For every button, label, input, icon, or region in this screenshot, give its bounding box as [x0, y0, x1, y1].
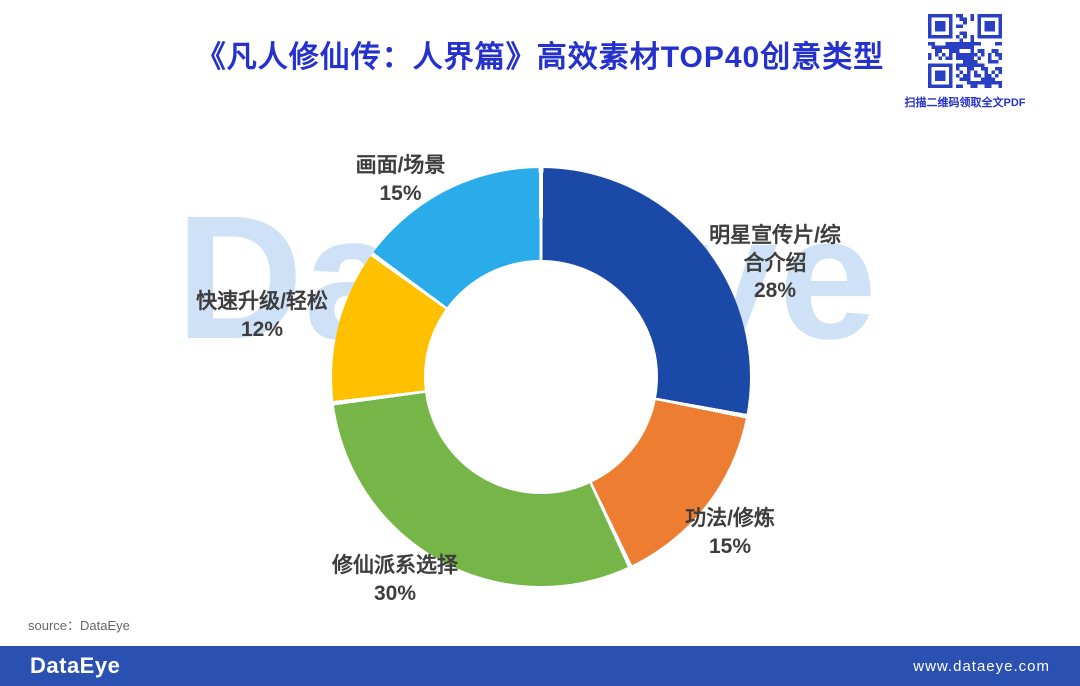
- footer: DataEye www.dataeye.com: [0, 646, 1080, 686]
- donut-hole: [424, 260, 658, 494]
- slice-percent: 30%: [373, 581, 417, 605]
- slice-percent: 15%: [708, 534, 752, 558]
- slice-name: 功法/修炼: [685, 507, 775, 530]
- slice-name: 修仙派系选择: [332, 554, 458, 577]
- slice-percent: 12%: [240, 317, 284, 341]
- qr-code-icon: [928, 14, 1002, 88]
- slice-label-fast-level: 快速升级/轻松 12%: [172, 288, 352, 343]
- slice-label-faction-choice: 修仙派系选择 30%: [310, 552, 480, 607]
- slice-name: 明星宣传片/综合介绍: [709, 224, 841, 275]
- slice-name: 画面/场景: [355, 154, 446, 177]
- slice-label-star-promo: 明星宣传片/综合介绍 28%: [700, 222, 850, 305]
- donut-chart: [332, 168, 750, 586]
- slice-percent: 28%: [753, 279, 797, 303]
- footer-url: www.dataeye.com: [913, 657, 1050, 675]
- qr-block: 扫描二维码领取全文PDF: [880, 14, 1050, 110]
- page-title: 《凡人修仙传：人界篇》高效素材TOP40创意类型: [195, 41, 885, 74]
- qr-caption: 扫描二维码领取全文PDF: [904, 97, 1026, 109]
- slice-percent: 15%: [379, 181, 422, 205]
- footer-logo: DataEye: [30, 653, 121, 678]
- slice-name: 快速升级/轻松: [196, 290, 328, 313]
- slice-label-gongfa: 功法/修炼 15%: [655, 505, 805, 560]
- slice-label-scene: 画面/场景 15%: [318, 152, 483, 207]
- source-note: source：DataEye: [28, 618, 130, 633]
